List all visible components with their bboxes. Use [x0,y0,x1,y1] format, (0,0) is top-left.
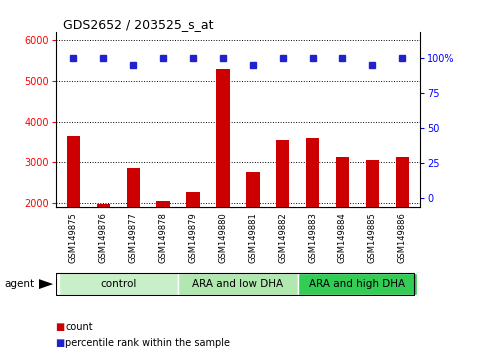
Text: GSM149876: GSM149876 [99,212,108,263]
Bar [67,136,80,207]
Text: GSM149882: GSM149882 [278,212,287,263]
Bar [156,201,170,207]
Text: control: control [100,279,137,289]
Polygon shape [39,279,53,289]
Text: GSM149879: GSM149879 [188,212,198,263]
Bar [58,273,178,295]
Bar [396,158,409,207]
Text: GSM149885: GSM149885 [368,212,377,263]
Text: agent: agent [5,279,35,289]
Text: GSM149880: GSM149880 [218,212,227,263]
Bar [366,160,379,207]
Bar [216,69,229,207]
Text: ■: ■ [56,322,65,332]
Bar [246,172,259,207]
Text: ■: ■ [56,338,65,348]
Text: GSM149881: GSM149881 [248,212,257,263]
Text: count: count [65,322,93,332]
Bar [127,167,140,207]
Text: ARA and high DHA: ARA and high DHA [310,279,406,289]
Text: GSM149883: GSM149883 [308,212,317,263]
Text: GSM149878: GSM149878 [158,212,168,263]
Bar [276,140,289,207]
Text: GSM149886: GSM149886 [398,212,407,263]
Bar [306,138,319,207]
Text: percentile rank within the sample: percentile rank within the sample [65,338,230,348]
Bar [298,273,417,295]
Bar [186,192,200,207]
Bar [178,273,298,295]
Text: GSM149875: GSM149875 [69,212,78,263]
Text: GSM149884: GSM149884 [338,212,347,263]
Text: GSM149877: GSM149877 [129,212,138,263]
Text: GDS2652 / 203525_s_at: GDS2652 / 203525_s_at [63,18,213,31]
Text: ARA and low DHA: ARA and low DHA [192,279,284,289]
Bar [336,156,349,207]
Bar [97,204,110,207]
